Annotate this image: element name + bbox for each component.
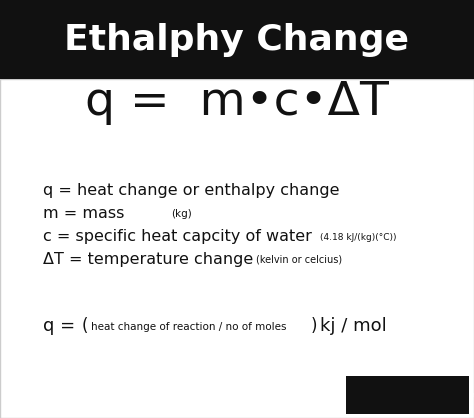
Text: (kg): (kg) xyxy=(171,209,191,219)
Text: Ethalphy Change: Ethalphy Change xyxy=(64,23,410,57)
Text: surfguppy.com: surfguppy.com xyxy=(426,392,474,398)
Text: c = specific heat capcity of water: c = specific heat capcity of water xyxy=(43,229,317,244)
Text: q = heat change or enthalpy change: q = heat change or enthalpy change xyxy=(43,183,339,198)
Text: q =: q = xyxy=(43,317,81,335)
Text: ∞: ∞ xyxy=(372,388,382,402)
Circle shape xyxy=(325,379,428,411)
Text: kj / mol: kj / mol xyxy=(320,317,387,335)
Text: (4.18 kJ/(kg)(°C)): (4.18 kJ/(kg)(°C)) xyxy=(320,232,396,242)
Text: (: ( xyxy=(82,317,88,335)
Text: (kelvin or celcius): (kelvin or celcius) xyxy=(256,255,342,265)
Text: ΔT = temperature change: ΔT = temperature change xyxy=(43,252,258,267)
Circle shape xyxy=(342,385,411,405)
Text: ): ) xyxy=(310,317,317,335)
Text: m = mass: m = mass xyxy=(43,206,134,221)
Text: q =  m•c•ΔT: q = m•c•ΔT xyxy=(85,80,389,125)
Text: heat change of reaction / no of moles: heat change of reaction / no of moles xyxy=(91,322,290,332)
